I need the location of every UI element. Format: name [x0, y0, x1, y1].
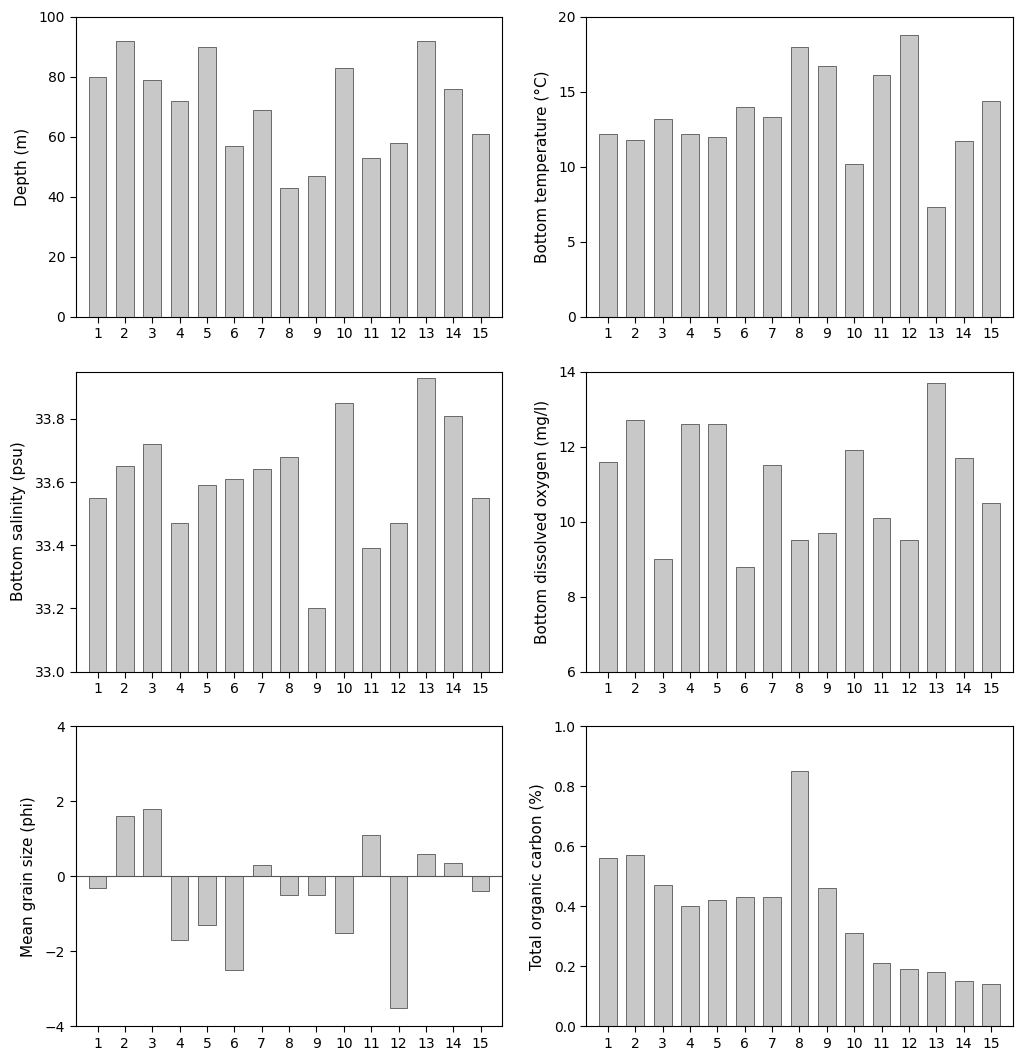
Bar [253, 469, 270, 671]
Bar [845, 933, 863, 1027]
Y-axis label: Total organic carbon (%): Total organic carbon (%) [530, 783, 545, 970]
Bar [818, 889, 836, 1027]
Bar [444, 88, 462, 316]
Bar [225, 145, 244, 316]
Bar [362, 548, 380, 671]
Bar [954, 981, 973, 1027]
Bar [599, 134, 616, 316]
Bar [116, 817, 134, 876]
Bar [653, 886, 672, 1027]
Bar [709, 424, 726, 896]
Bar [171, 524, 188, 671]
Bar [116, 40, 134, 316]
Bar [736, 106, 754, 316]
Bar [472, 498, 489, 671]
Bar [143, 444, 161, 671]
Bar [225, 479, 244, 671]
Bar [143, 80, 161, 316]
Bar [362, 157, 380, 316]
Bar [472, 876, 489, 891]
Bar [198, 876, 216, 925]
Bar [281, 876, 298, 895]
Bar [307, 175, 326, 316]
Bar [872, 963, 891, 1027]
Bar [389, 524, 408, 671]
Bar [417, 40, 435, 316]
Bar [335, 876, 352, 932]
Bar [928, 382, 945, 896]
Bar [818, 66, 836, 316]
Bar [171, 101, 188, 316]
Y-axis label: Depth (m): Depth (m) [15, 127, 31, 206]
Bar [709, 137, 726, 316]
Bar [89, 76, 106, 316]
Bar [791, 771, 808, 1027]
Bar [89, 498, 106, 671]
Bar [763, 117, 781, 316]
Bar [307, 609, 326, 671]
Bar [225, 876, 244, 971]
Bar [928, 207, 945, 316]
Y-axis label: Mean grain size (phi): Mean grain size (phi) [22, 796, 37, 957]
Bar [253, 866, 270, 876]
Bar [900, 970, 918, 1027]
Bar [681, 424, 699, 896]
Bar [627, 421, 644, 896]
Bar [709, 901, 726, 1027]
Bar [791, 541, 808, 896]
Bar [444, 863, 462, 876]
Bar [143, 809, 161, 876]
Bar [954, 458, 973, 896]
Bar [763, 897, 781, 1027]
Bar [681, 907, 699, 1027]
Bar [982, 984, 999, 1027]
Bar [653, 559, 672, 896]
Bar [116, 466, 134, 671]
Bar [281, 188, 298, 316]
Bar [171, 876, 188, 940]
Bar [198, 47, 216, 316]
Bar [872, 75, 891, 316]
Y-axis label: Bottom temperature (°C): Bottom temperature (°C) [535, 70, 550, 263]
Bar [281, 457, 298, 671]
Bar [335, 68, 352, 316]
Bar [627, 139, 644, 316]
Bar [444, 415, 462, 671]
Bar [253, 109, 270, 316]
Y-axis label: Bottom salinity (psu): Bottom salinity (psu) [11, 442, 26, 601]
Bar [472, 134, 489, 316]
Bar [417, 378, 435, 671]
Bar [872, 518, 891, 896]
Bar [736, 897, 754, 1027]
Bar [198, 485, 216, 671]
Bar [845, 164, 863, 316]
Bar [982, 502, 999, 896]
Bar [928, 973, 945, 1027]
Bar [791, 47, 808, 316]
Bar [900, 35, 918, 316]
Bar [845, 450, 863, 896]
Bar [982, 101, 999, 316]
Bar [417, 854, 435, 876]
Bar [389, 142, 408, 316]
Bar [599, 858, 616, 1027]
Bar [627, 856, 644, 1027]
Bar [736, 566, 754, 896]
Bar [681, 134, 699, 316]
Bar [89, 876, 106, 888]
Bar [389, 876, 408, 1008]
Bar [362, 835, 380, 876]
Bar [307, 876, 326, 895]
Bar [818, 533, 836, 896]
Bar [954, 141, 973, 316]
Bar [335, 404, 352, 671]
Y-axis label: Bottom dissolved oxygen (mg/l): Bottom dissolved oxygen (mg/l) [535, 399, 550, 644]
Bar [763, 465, 781, 896]
Bar [653, 119, 672, 316]
Bar [900, 541, 918, 896]
Bar [599, 462, 616, 896]
